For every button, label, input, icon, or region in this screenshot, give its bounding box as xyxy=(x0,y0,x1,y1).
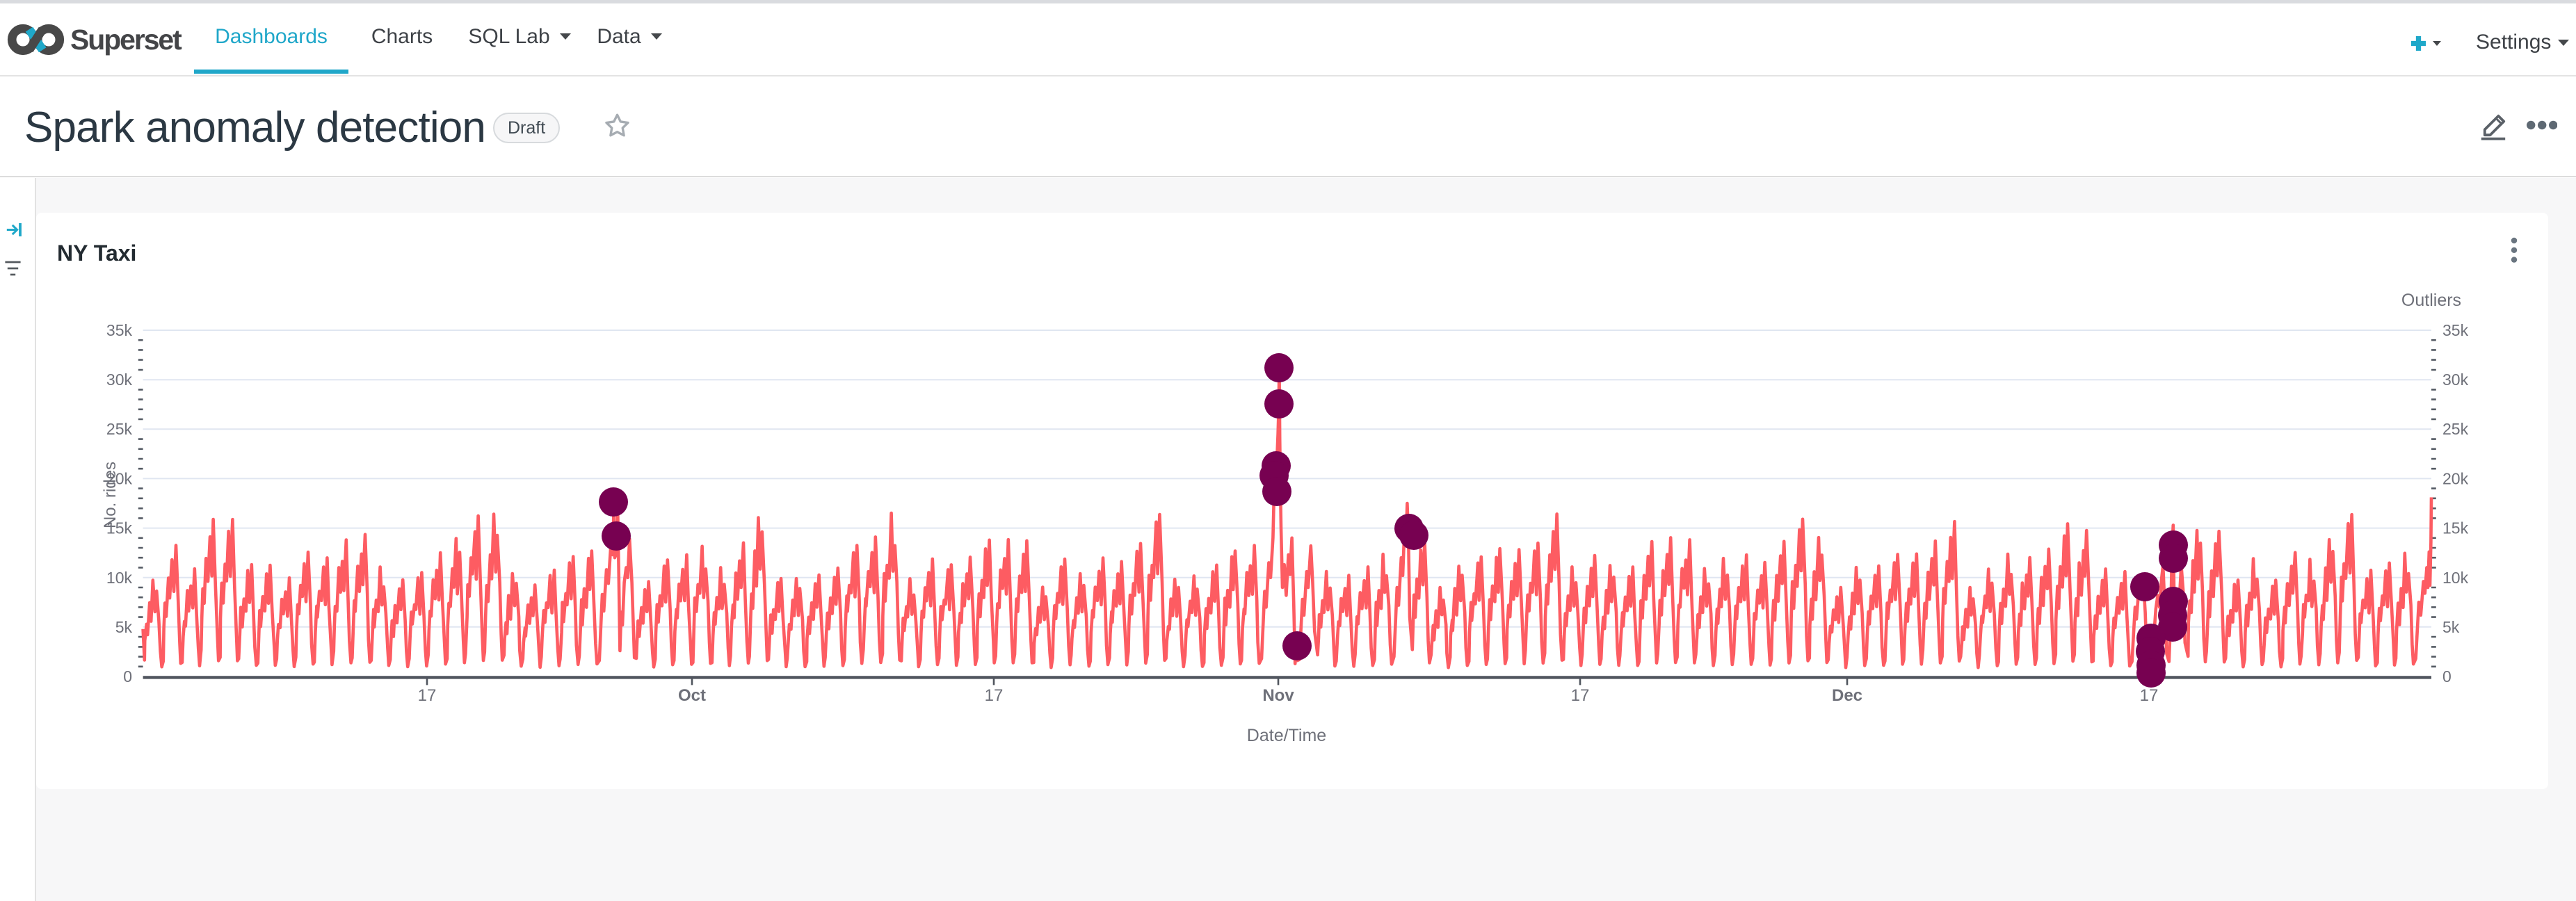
svg-text:17: 17 xyxy=(418,686,437,705)
svg-text:35k: 35k xyxy=(2442,321,2469,339)
svg-text:10k: 10k xyxy=(106,569,133,587)
svg-text:35k: 35k xyxy=(106,321,133,339)
svg-text:Oct: Oct xyxy=(678,686,706,705)
svg-text:0: 0 xyxy=(2442,667,2452,685)
svg-text:17: 17 xyxy=(1571,686,1590,705)
svg-text:Dec: Dec xyxy=(1832,686,1862,705)
svg-text:10k: 10k xyxy=(2442,569,2469,587)
svg-text:17: 17 xyxy=(2140,686,2159,705)
svg-text:30k: 30k xyxy=(106,371,133,389)
svg-text:20k: 20k xyxy=(106,469,133,487)
svg-text:17: 17 xyxy=(985,686,1004,705)
svg-text:30k: 30k xyxy=(2442,371,2469,389)
svg-text:0: 0 xyxy=(123,667,132,685)
svg-text:Date/Time: Date/Time xyxy=(1247,726,1326,745)
svg-text:25k: 25k xyxy=(106,420,133,438)
svg-text:15k: 15k xyxy=(2442,519,2469,537)
svg-text:5k: 5k xyxy=(115,618,133,636)
svg-text:25k: 25k xyxy=(2442,420,2469,438)
svg-text:5k: 5k xyxy=(2442,618,2460,636)
svg-text:15k: 15k xyxy=(106,519,133,537)
svg-text:Nov: Nov xyxy=(1262,686,1294,705)
svg-text:No. rides: No. rides xyxy=(101,462,120,528)
svg-text:20k: 20k xyxy=(2442,469,2469,487)
svg-text:Outliers: Outliers xyxy=(2401,291,2461,310)
